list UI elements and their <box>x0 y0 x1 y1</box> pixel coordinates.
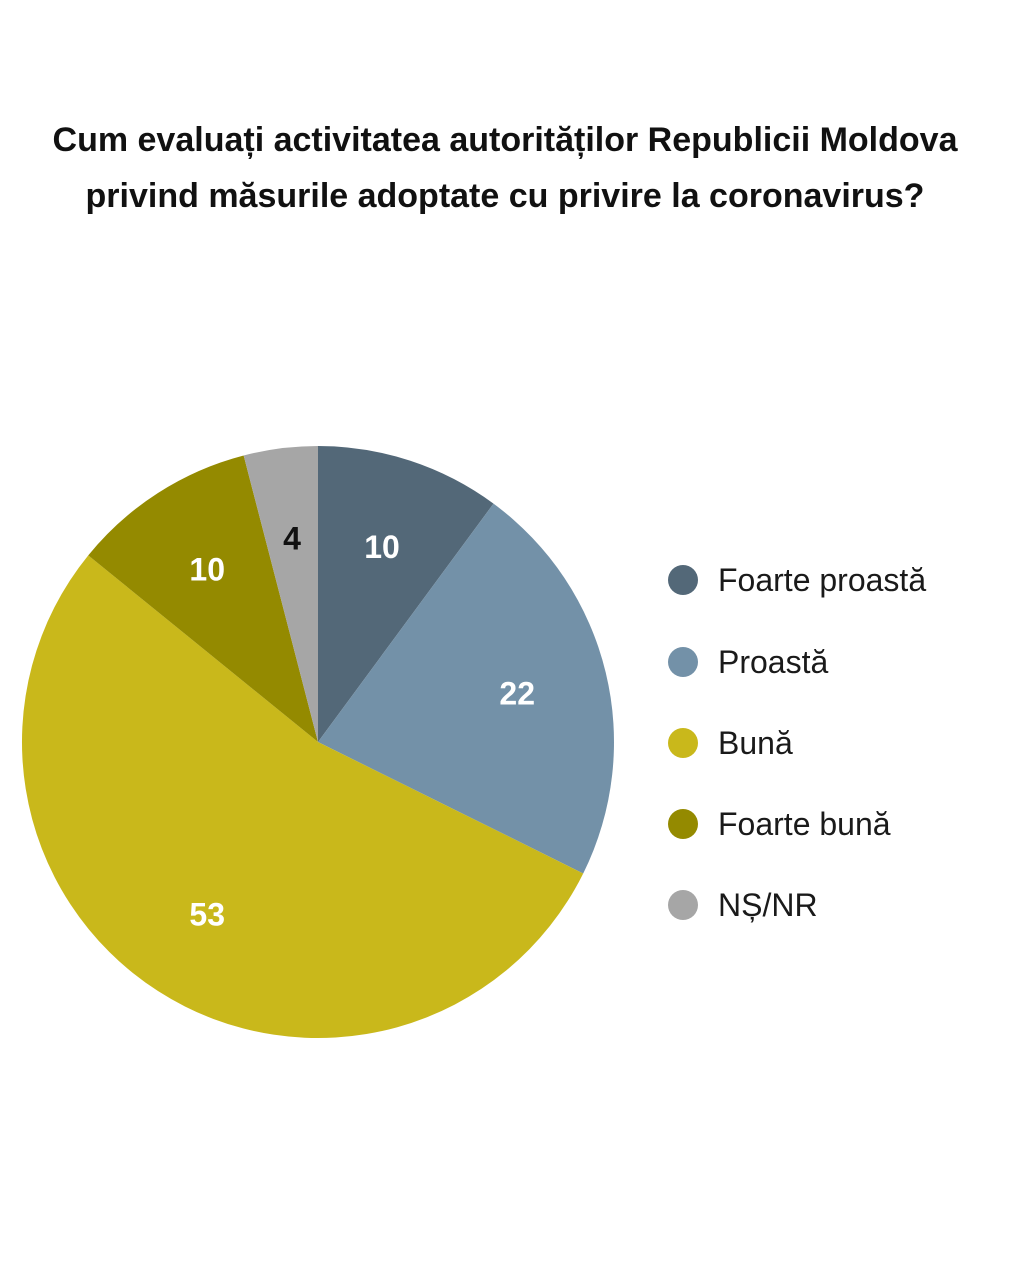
legend-item-buna: Bună <box>668 721 793 765</box>
pie-slice-0 <box>318 446 494 742</box>
pie-data-label-2: 53 <box>189 897 225 933</box>
pie-data-labels: 10 22 53 10 4 <box>189 521 535 933</box>
legend-swatch <box>668 890 698 920</box>
legend-item-foarte-proasta: Foarte proastă <box>668 558 926 602</box>
pie-slice-3 <box>88 455 318 742</box>
pie-slice-2 <box>21 555 584 1039</box>
legend-swatch <box>668 565 698 595</box>
legend-label: Foarte bună <box>718 805 891 842</box>
pie-data-label-3: 10 <box>189 552 225 588</box>
legend-swatch <box>668 809 698 839</box>
legend-label: Proastă <box>718 643 829 680</box>
legend-label: Foarte proastă <box>718 561 927 598</box>
legend-item-ns-nr: NȘ/NR <box>668 883 818 927</box>
legend-item-foarte-buna: Foarte bună <box>668 802 891 846</box>
chart-title: Cum evaluați activitatea autorităților R… <box>0 112 1010 224</box>
legend-swatch <box>668 728 698 758</box>
legend-label: NȘ/NR <box>718 886 818 923</box>
pie-slice-4 <box>243 446 318 742</box>
legend-item-proasta: Proastă <box>668 640 828 684</box>
pie-slices <box>21 446 614 1039</box>
legend-swatch <box>668 647 698 677</box>
pie-data-label-1: 22 <box>499 676 535 712</box>
pie-data-label-4: 4 <box>283 521 301 557</box>
pie-data-label-0: 10 <box>364 529 400 565</box>
legend-label: Bună <box>718 724 793 761</box>
pie-slice-1 <box>318 503 614 874</box>
chart-title-line-2: privind măsurile adoptate cu privire la … <box>85 177 925 215</box>
chart-title-line-1: Cum evaluați activitatea autorităților R… <box>52 121 958 159</box>
